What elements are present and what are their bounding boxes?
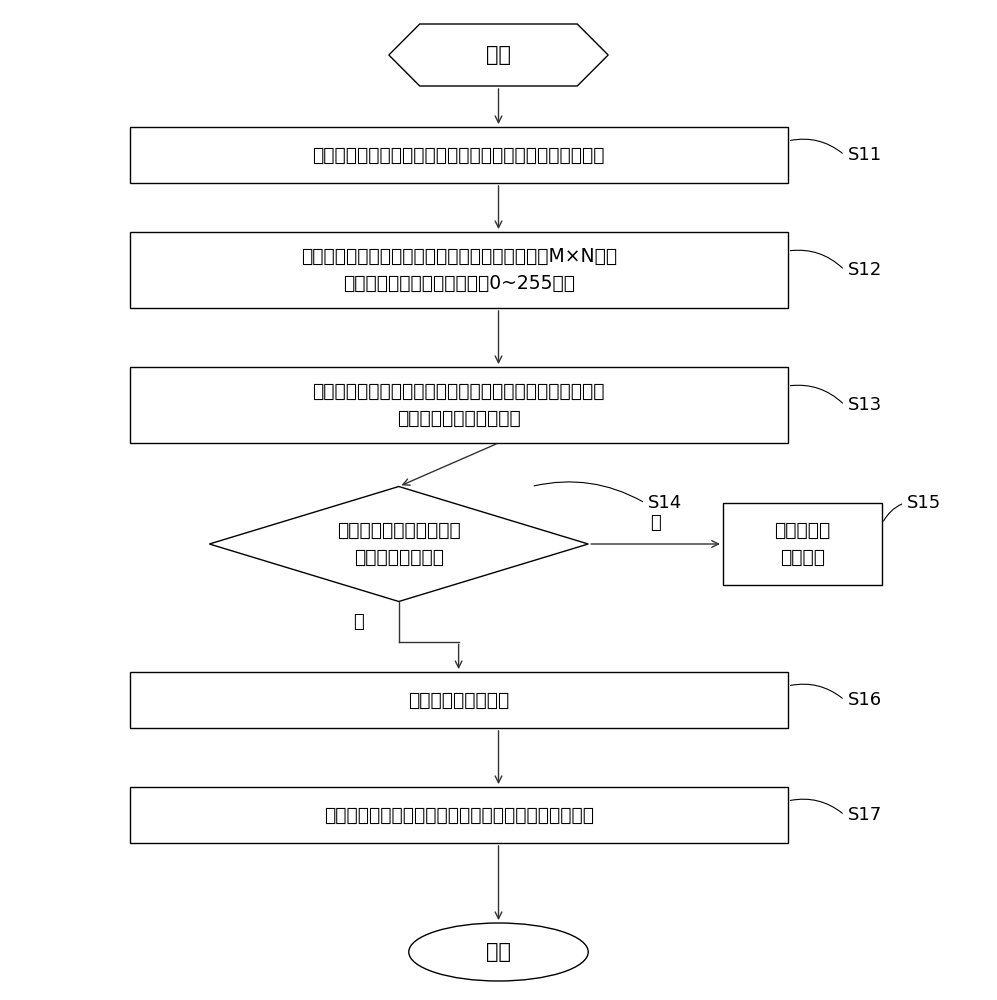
- FancyBboxPatch shape: [723, 503, 882, 585]
- Text: S13: S13: [847, 396, 881, 414]
- Text: S11: S11: [847, 146, 881, 164]
- Text: 开始: 开始: [486, 45, 511, 65]
- Text: S12: S12: [847, 261, 881, 279]
- Text: 结束: 结束: [486, 942, 511, 962]
- Text: 扰动信号为
系统噪声: 扰动信号为 系统噪声: [775, 521, 831, 567]
- Text: 是: 是: [650, 514, 661, 532]
- FancyBboxPatch shape: [130, 672, 788, 728]
- Text: 扰动信号为入侵行为: 扰动信号为入侵行为: [408, 690, 509, 710]
- Text: 对入侵扰动信号进行模式识别，以判定入侵行为的种类: 对入侵扰动信号进行模式识别，以判定入侵行为的种类: [324, 806, 593, 824]
- Ellipse shape: [409, 923, 588, 981]
- Text: S16: S16: [847, 691, 881, 709]
- Text: 采集整个分布式周界探测范围内的所有探测点位的扰动数据: 采集整个分布式周界探测范围内的所有探测点位的扰动数据: [312, 145, 605, 164]
- FancyBboxPatch shape: [130, 787, 788, 843]
- Text: S15: S15: [907, 494, 941, 512]
- Polygon shape: [389, 24, 608, 86]
- Polygon shape: [209, 486, 588, 601]
- Text: S17: S17: [847, 806, 881, 824]
- Text: 否: 否: [354, 612, 364, 630]
- FancyBboxPatch shape: [130, 127, 788, 183]
- FancyBboxPatch shape: [130, 232, 788, 308]
- Text: 当某点扰动数据大于阈值，采集此刻这个点及周围M×N区域
的扰动数据，将其数值映射到0~255之间: 当某点扰动数据大于阈值，采集此刻这个点及周围M×N区域 的扰动数据，将其数值映射…: [300, 247, 617, 293]
- Text: 根据映射值计算灰度共生矩阵，并计算灰度共生矩阵中多个
方向的纹理特征统计参数: 根据映射值计算灰度共生矩阵，并计算灰度共生矩阵中多个 方向的纹理特征统计参数: [312, 382, 605, 428]
- Text: 比较多个方向的纹理特征
统计参数是否相近: 比较多个方向的纹理特征 统计参数是否相近: [337, 521, 461, 567]
- Text: S14: S14: [648, 494, 682, 512]
- FancyBboxPatch shape: [130, 367, 788, 443]
